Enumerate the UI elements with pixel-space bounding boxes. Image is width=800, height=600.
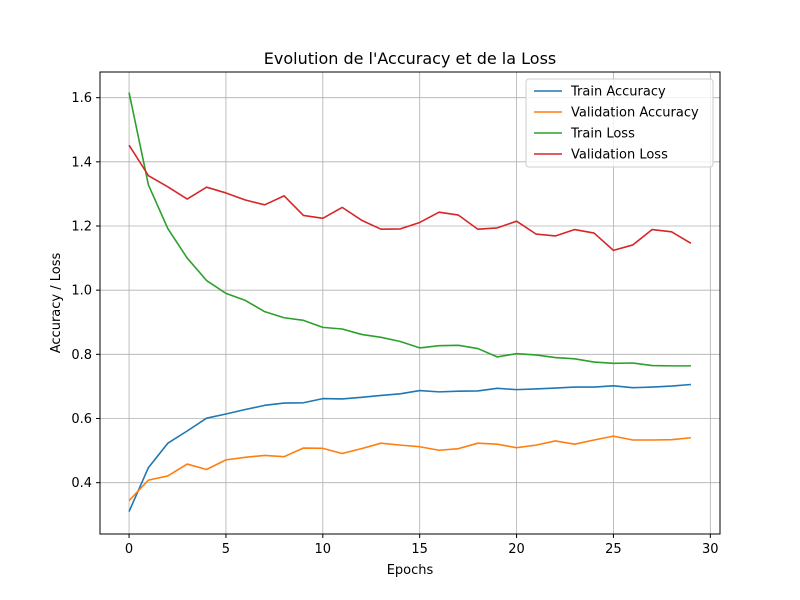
axis-ticks: 0 5 10 15 20 25 30 0.4 0.6 0.8 1.0 1.2 1.4 1.6 — [71, 91, 718, 557]
y-tick-label: 0.8 — [71, 348, 92, 363]
x-tick-label: 25 — [605, 542, 622, 557]
y-tick-label: 0.4 — [71, 476, 92, 491]
validation-accuracy-line — [128, 435, 692, 502]
series-lines — [128, 92, 692, 512]
train-loss-line — [128, 92, 691, 367]
legend: Train Accuracy Validation Accuracy Train L… — [525, 78, 714, 168]
y-tick-label: 1.0 — [71, 284, 92, 299]
y-tick-label: 0.6 — [71, 412, 92, 427]
grid — [100, 72, 720, 534]
train-loss-legend-label: Train Loss — [570, 127, 635, 142]
y-tick-label: 1.2 — [71, 220, 92, 235]
train-accuracy-legend-label: Train Accuracy — [570, 85, 666, 100]
x-tick-label: 0 — [125, 542, 133, 557]
chart-title: Evolution de l'Accuracy et de la Loss — [264, 49, 556, 68]
x-tick-label: 10 — [315, 542, 332, 557]
validation-loss-legend-label: Validation Loss — [571, 148, 668, 163]
x-tick-label: 15 — [411, 542, 428, 557]
plot-frame — [99, 71, 721, 535]
y-tick-label: 1.6 — [71, 91, 92, 106]
validation-loss-line — [128, 144, 692, 252]
x-tick-label: 20 — [508, 542, 525, 557]
legend-box — [525, 78, 714, 168]
y-tick-label: 1.4 — [71, 155, 92, 170]
x-tick-label: 5 — [222, 542, 230, 557]
x-tick-label: 30 — [702, 542, 719, 557]
validation-accuracy-legend-label: Validation Accuracy — [571, 106, 699, 121]
y-axis-title: Accuracy / Loss — [49, 253, 64, 354]
x-axis-title: Epochs — [387, 563, 434, 578]
train-accuracy-line — [128, 383, 692, 512]
